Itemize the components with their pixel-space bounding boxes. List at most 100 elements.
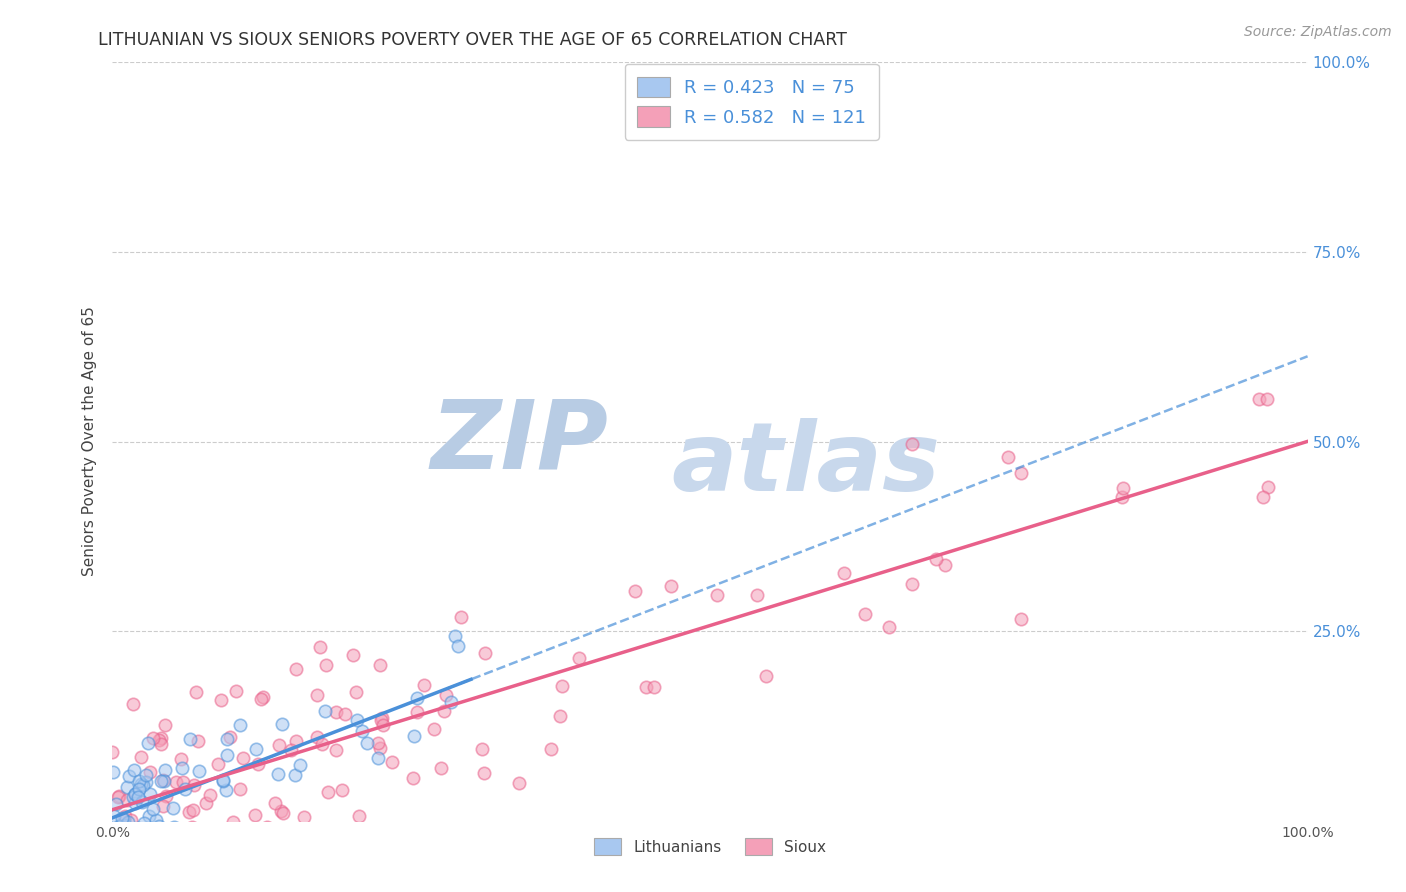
Point [194,796,217,810]
Point [134,829,156,843]
Point [346,714,368,728]
Point [129,777,152,791]
Point [263,796,285,810]
Point [128,782,150,797]
Point [112,829,135,843]
Point [243,808,266,822]
Point [183,778,205,792]
Point [292,810,315,824]
Point [1010,466,1032,480]
Point [1253,490,1275,504]
Point [108,819,131,833]
Point [112,837,135,851]
Point [139,787,162,801]
Point [879,620,901,634]
Point [250,837,273,851]
Point [128,837,150,851]
Point [114,808,136,822]
Point [117,780,139,795]
Text: ZIP: ZIP [430,395,609,488]
Point [121,697,143,711]
Point [152,772,174,787]
Point [122,764,145,778]
Point [181,803,204,817]
Point [252,690,274,704]
Point [1112,481,1135,495]
Point [166,825,188,839]
Point [152,822,174,837]
Point [132,815,155,830]
Point [211,837,233,851]
Point [103,829,125,843]
Point [368,741,391,756]
Point [148,732,170,747]
Point [901,437,924,451]
Point [217,747,239,762]
Point [934,558,956,573]
Point [131,837,153,851]
Point [145,837,167,851]
Point [218,731,240,745]
Point [127,790,149,805]
Point [404,729,426,743]
Point [217,732,239,747]
Point [148,819,170,833]
Point [309,640,332,654]
Point [402,771,425,785]
Point [333,706,356,721]
Point [209,692,232,706]
Point [250,691,273,706]
Point [103,837,125,851]
Point [121,829,143,843]
Point [120,829,142,843]
Point [436,688,458,702]
Point [124,788,146,802]
Point [165,775,187,789]
Point [444,629,467,643]
Point [181,821,204,835]
Point [472,766,495,780]
Point [381,756,404,770]
Point [273,805,295,820]
Point [447,639,470,653]
Point [129,829,152,843]
Point [755,669,778,683]
Point [120,813,142,827]
Point [370,713,392,727]
Point [832,566,855,581]
Point [124,787,146,801]
Point [330,783,353,797]
Point [131,795,153,809]
Point [135,829,157,843]
Point [290,757,312,772]
Point [1256,392,1278,406]
Point [186,829,208,843]
Point [429,761,451,775]
Point [142,731,165,746]
Point [370,658,392,673]
Point [152,799,174,814]
Point [128,774,150,789]
Point [747,588,769,602]
Point [136,823,159,838]
Point [229,718,252,732]
Point [135,775,157,789]
Point [367,736,389,750]
Point [440,695,463,709]
Point [122,790,145,805]
Point [118,769,141,783]
Point [352,724,374,739]
Point [117,814,139,829]
Point [212,773,235,788]
Point [167,825,190,839]
Point [172,775,194,789]
Point [311,737,333,751]
Point [127,821,149,835]
Point [305,688,328,702]
Point [149,737,172,751]
Point [149,774,172,789]
Point [114,831,136,846]
Point [433,704,456,718]
Point [315,657,337,672]
Point [997,450,1019,464]
